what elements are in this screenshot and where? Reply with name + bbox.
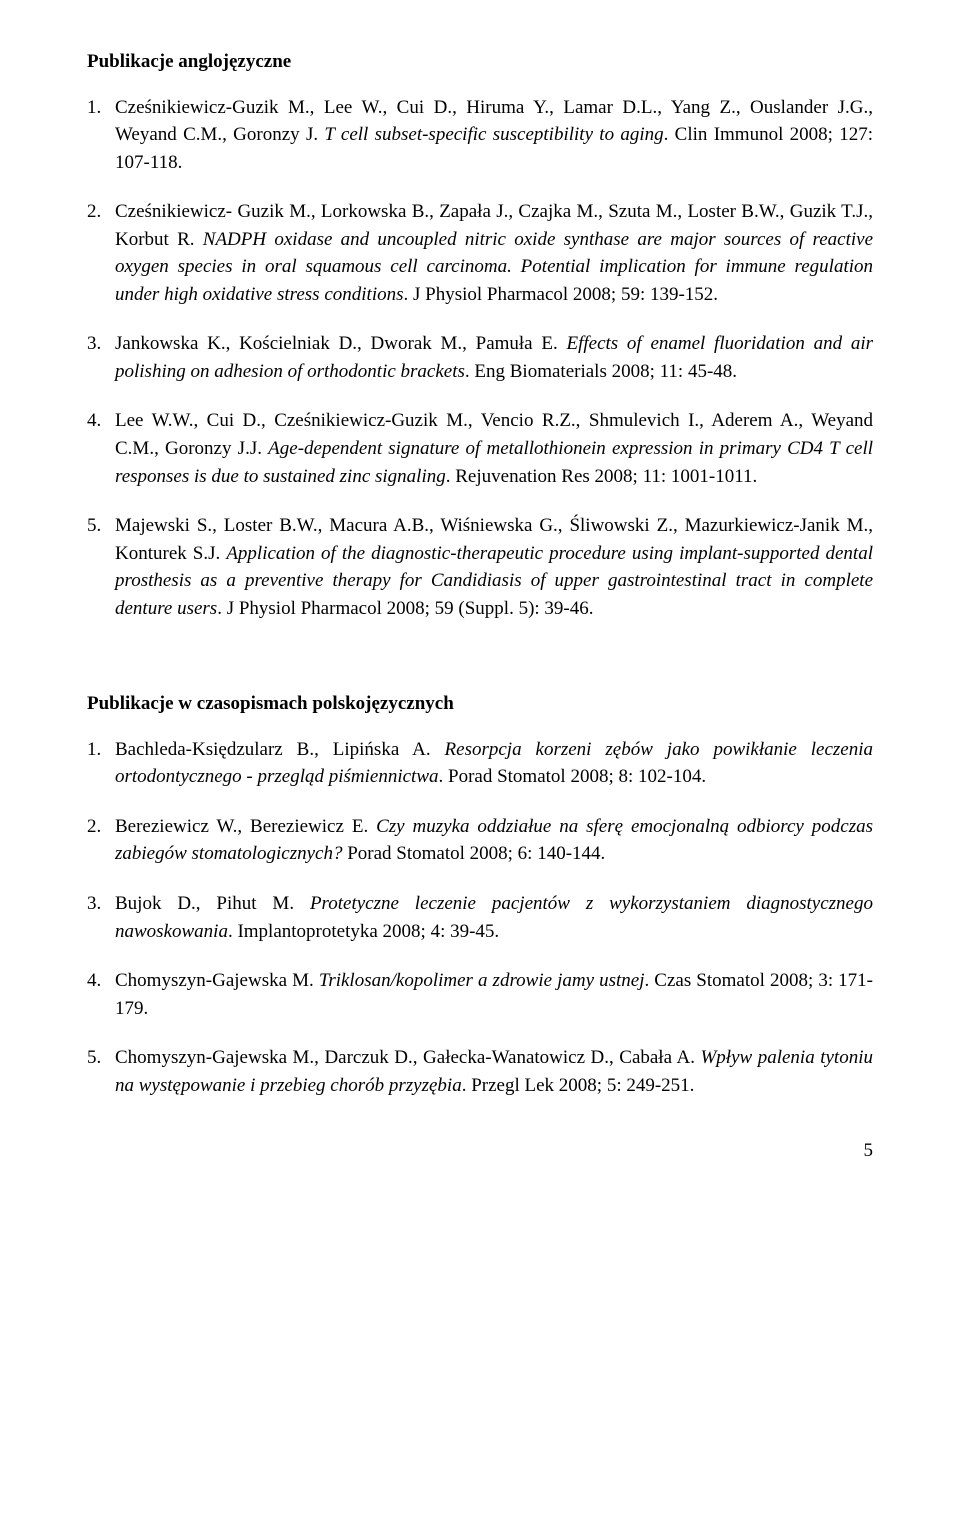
entry-citation: . Rejuvenation Res 2008; 11: 1001-1011. <box>446 466 758 487</box>
entry-number: 5. <box>87 512 115 622</box>
entry-citation: . J Physiol Pharmacol 2008; 59 (Suppl. 5… <box>217 598 593 619</box>
publication-entry: 3. Bujok D., Pihut M. Protetyczne leczen… <box>87 890 873 945</box>
entry-number: 1. <box>87 94 115 177</box>
entry-authors: Bachleda-Księdzularz B., Lipińska A. <box>115 739 445 760</box>
entry-number: 4. <box>87 967 115 1022</box>
section-a-title: Publikacje anglojęzyczne <box>87 48 873 76</box>
document-page: Publikacje anglojęzyczne 1. Cześnikiewic… <box>0 0 960 1213</box>
entry-body: Cześnikiewicz-Guzik M., Lee W., Cui D., … <box>115 94 873 177</box>
entry-number: 3. <box>87 890 115 945</box>
entry-citation: Porad Stomatol 2008; 6: 140-144. <box>342 843 605 864</box>
publication-entry: 2. Bereziewicz W., Bereziewicz E. Czy mu… <box>87 813 873 868</box>
entry-body: Chomyszyn-Gajewska M., Darczuk D., Gałec… <box>115 1044 873 1099</box>
entry-number: 3. <box>87 330 115 385</box>
entry-number: 4. <box>87 407 115 490</box>
entry-body: Bereziewicz W., Bereziewicz E. Czy muzyk… <box>115 813 873 868</box>
entry-body: Bujok D., Pihut M. Protetyczne leczenie … <box>115 890 873 945</box>
entry-number: 2. <box>87 813 115 868</box>
entry-authors: Jankowska K., Kościelniak D., Dworak M.,… <box>115 333 566 354</box>
entry-citation: . Porad Stomatol 2008; 8: 102-104. <box>439 766 707 787</box>
publication-entry: 2. Cześnikiewicz- Guzik M., Lorkowska B.… <box>87 198 873 308</box>
entry-body: Chomyszyn-Gajewska M. Triklosan/kopolime… <box>115 967 873 1022</box>
publication-entry: 5. Majewski S., Loster B.W., Macura A.B.… <box>87 512 873 622</box>
entry-citation: . Przegl Lek 2008; 5: 249-251. <box>462 1075 695 1096</box>
entry-citation: . Implantoprotetyka 2008; 4: 39-45. <box>228 921 499 942</box>
entry-citation: . J Physiol Pharmacol 2008; 59: 139-152. <box>404 284 719 305</box>
entry-number: 1. <box>87 736 115 791</box>
entry-authors: Chomyszyn-Gajewska M. <box>115 970 319 991</box>
page-number: 5 <box>87 1137 873 1165</box>
publication-entry: 5. Chomyszyn-Gajewska M., Darczuk D., Ga… <box>87 1044 873 1099</box>
entry-authors: Bujok D., Pihut M. <box>115 893 310 914</box>
entry-body: Majewski S., Loster B.W., Macura A.B., W… <box>115 512 873 622</box>
publication-entry: 4. Chomyszyn-Gajewska M. Triklosan/kopol… <box>87 967 873 1022</box>
section-b-title: Publikacje w czasopismach polskojęzyczny… <box>87 690 873 718</box>
publication-entry: 1. Bachleda-Księdzularz B., Lipińska A. … <box>87 736 873 791</box>
entry-body: Cześnikiewicz- Guzik M., Lorkowska B., Z… <box>115 198 873 308</box>
entry-authors: Chomyszyn-Gajewska M., Darczuk D., Gałec… <box>115 1047 700 1068</box>
entry-body: Lee W.W., Cui D., Cześnikiewicz-Guzik M.… <box>115 407 873 490</box>
entry-title: Triklosan/kopolimer a zdrowie jamy ustne… <box>319 970 645 991</box>
entry-number: 5. <box>87 1044 115 1099</box>
entry-title: T cell subset-specific susceptibility to… <box>324 124 663 145</box>
entry-citation: . Eng Biomaterials 2008; 11: 45-48. <box>465 361 737 382</box>
publication-entry: 3. Jankowska K., Kościelniak D., Dworak … <box>87 330 873 385</box>
publication-entry: 4. Lee W.W., Cui D., Cześnikiewicz-Guzik… <box>87 407 873 490</box>
publication-entry: 1. Cześnikiewicz-Guzik M., Lee W., Cui D… <box>87 94 873 177</box>
entry-number: 2. <box>87 198 115 308</box>
entry-body: Bachleda-Księdzularz B., Lipińska A. Res… <box>115 736 873 791</box>
entry-authors: Bereziewicz W., Bereziewicz E. <box>115 816 376 837</box>
entry-body: Jankowska K., Kościelniak D., Dworak M.,… <box>115 330 873 385</box>
